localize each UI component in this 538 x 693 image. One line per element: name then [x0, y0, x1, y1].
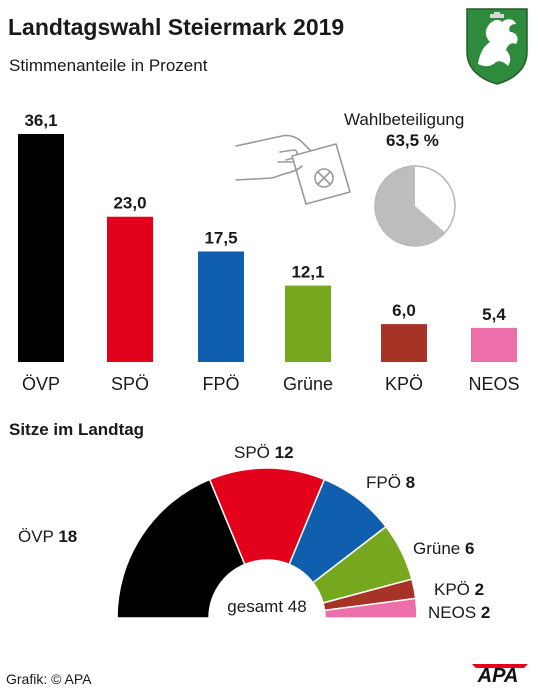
bar-1: [107, 216, 153, 362]
seat-count: 8: [406, 473, 415, 492]
bar-value-label: 36,1: [24, 111, 57, 130]
vote-share-bar-chart: 36,1 ÖVP 23,0 SPÖ 17,5 FPÖ 12,1 Grüne 6,0 KPÖ 5,4 N…: [18, 111, 520, 394]
turnout-pie: [374, 165, 456, 247]
seat-segment-5: [323, 597, 418, 619]
bar-category-label: SPÖ: [111, 374, 149, 394]
bar-2: [198, 251, 244, 362]
seat-label: Grüne 6: [413, 539, 474, 558]
turnout-label: Wahlbeteiligung: [344, 110, 465, 129]
seat-count: 12: [275, 443, 294, 462]
bar-value-label: 5,4: [482, 305, 506, 324]
chart-subtitle: Stimmenanteile in Prozent: [9, 56, 208, 75]
seat-label: SPÖ 12: [234, 443, 294, 462]
bar-value-label: 23,0: [113, 194, 146, 213]
styria-crest-icon: [466, 8, 528, 85]
seat-label: ÖVP 18: [18, 527, 77, 546]
seat-count: 2: [481, 603, 490, 622]
apa-logo: APA: [466, 662, 530, 687]
ballot-icon: [235, 134, 351, 205]
seats-heading: Sitze im Landtag: [9, 420, 145, 439]
bar-5: [471, 327, 517, 362]
seat-distribution-chart: ÖVP 18 SPÖ 12 FPÖ 8 Grüne 6 KPÖ 2 NEOS 2 gesa…: [18, 443, 490, 622]
seat-segment-0: [116, 478, 246, 619]
seat-count: 18: [58, 527, 77, 546]
turnout-slice: [375, 166, 446, 246]
bar-category-label: FPÖ: [202, 374, 239, 394]
bar-value-label: 6,0: [392, 301, 416, 320]
bar-category-label: ÖVP: [22, 374, 60, 394]
bar-category-label: KPÖ: [385, 374, 423, 394]
seat-count: 2: [475, 580, 484, 599]
seat-label: KPÖ 2: [434, 580, 484, 599]
chart-title: Landtagswahl Steiermark 2019: [8, 14, 345, 40]
bar-category-label: Grüne: [283, 374, 333, 394]
bar-value-label: 12,1: [291, 263, 324, 282]
bar-value-label: 17,5: [204, 228, 237, 247]
source-credit: Grafik: © APA: [6, 671, 92, 687]
turnout-value: 63,5 %: [386, 131, 439, 150]
bar-category-label: NEOS: [468, 374, 519, 394]
apa-logo-text: APA: [477, 665, 519, 687]
bar-4: [381, 324, 427, 362]
bar-3: [285, 285, 331, 362]
bar-0: [18, 134, 64, 362]
seats-total-label: gesamt 48: [227, 597, 306, 616]
seat-label: FPÖ 8: [366, 473, 415, 492]
seat-count: 6: [465, 539, 474, 558]
seat-label: NEOS 2: [428, 603, 490, 622]
